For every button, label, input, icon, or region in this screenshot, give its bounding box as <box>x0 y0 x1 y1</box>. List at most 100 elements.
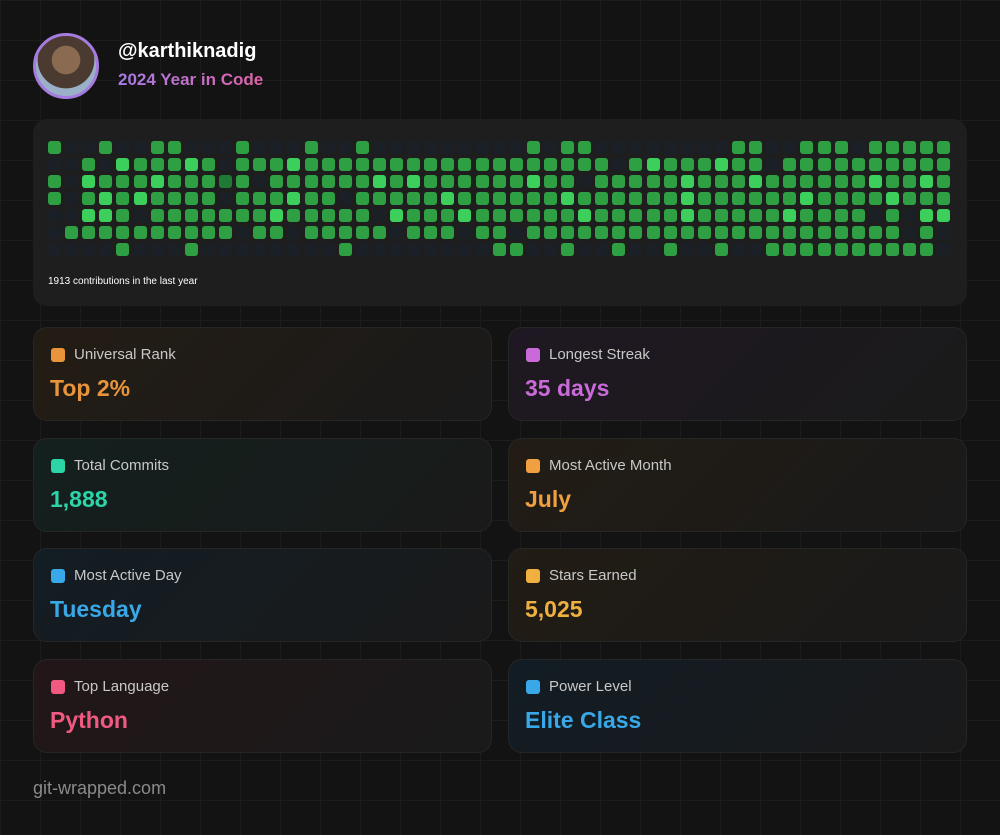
contribution-cell <box>714 243 728 256</box>
contribution-cell <box>817 158 831 171</box>
contribution-cell <box>509 226 523 239</box>
contribution-cell <box>663 226 677 239</box>
stat-card: Universal Rank Top 2% <box>33 327 492 421</box>
contribution-cell <box>800 158 814 171</box>
contribution-cell <box>543 192 557 205</box>
contribution-cell <box>903 192 916 205</box>
contribution-cell <box>424 175 438 188</box>
contribution-cell <box>492 209 506 222</box>
contribution-cell <box>595 243 609 256</box>
contribution-cell <box>680 226 694 239</box>
contribution-cell <box>561 243 574 256</box>
contribution-cell <box>184 243 198 256</box>
stat-value: Python <box>50 707 128 734</box>
contribution-cell <box>407 209 421 222</box>
contribution-cell <box>578 141 592 154</box>
contribution-cell <box>304 192 318 205</box>
contribution-cell <box>201 175 215 188</box>
contribution-cell <box>287 141 301 154</box>
contribution-cell <box>629 192 643 205</box>
contribution-cell <box>287 158 301 171</box>
contribution-cell <box>424 158 438 171</box>
contribution-cell <box>458 226 472 239</box>
contribution-cell <box>697 175 711 188</box>
contribution-cell <box>543 158 557 171</box>
contribution-cell <box>321 243 335 256</box>
contribution-cell <box>458 158 472 171</box>
contribution-cell <box>868 141 882 154</box>
contribution-cell <box>65 175 79 188</box>
contribution-cell <box>321 175 335 188</box>
contribution-cell <box>287 243 301 256</box>
contribution-cell <box>270 192 284 205</box>
contribution-cell <box>287 226 301 239</box>
contribution-cell <box>817 209 831 222</box>
contribution-cell <box>253 226 267 239</box>
footer: git-wrapped.com <box>33 778 167 798</box>
contribution-cell <box>903 158 916 171</box>
contribution-cell <box>629 226 643 239</box>
contribution-cell <box>851 192 865 205</box>
contribution-cell <box>526 192 540 205</box>
contribution-cell <box>868 192 882 205</box>
contribution-cell <box>885 243 899 256</box>
contribution-cell <box>270 158 284 171</box>
contribution-cell <box>578 175 592 188</box>
contribution-cell <box>65 158 79 171</box>
contribution-cell <box>578 192 592 205</box>
contribution-cell <box>270 243 284 256</box>
contribution-cell <box>783 226 797 239</box>
contribution-cell <box>167 243 181 256</box>
contribution-cell <box>697 243 711 256</box>
contribution-cell <box>475 209 489 222</box>
contribution-cell <box>458 141 472 154</box>
contribution-cell <box>133 226 147 239</box>
contribution-cell <box>116 175 130 188</box>
contribution-cell <box>304 243 318 256</box>
contribution-cell <box>270 226 284 239</box>
contribution-cell <box>800 243 814 256</box>
contribution-cell <box>732 243 745 256</box>
contribution-cell <box>697 158 711 171</box>
contribution-cell <box>851 209 865 222</box>
contribution-cell <box>595 226 609 239</box>
contribution-cell <box>663 243 677 256</box>
contribution-cell <box>732 175 745 188</box>
contribution-cell <box>270 175 284 188</box>
contribution-cell <box>372 226 386 239</box>
contribution-cell <box>595 209 609 222</box>
contribution-cell <box>355 226 369 239</box>
contribution-cell <box>543 175 557 188</box>
contribution-cell <box>236 243 250 256</box>
contribution-cell <box>663 141 677 154</box>
contribution-cell <box>407 175 421 188</box>
contribution-cell <box>219 141 232 154</box>
contribution-cell <box>287 192 301 205</box>
contribution-cell <box>629 158 643 171</box>
contribution-cell <box>236 192 250 205</box>
contribution-cell <box>920 175 934 188</box>
contribution-cell <box>868 175 882 188</box>
contribution-cell <box>526 141 540 154</box>
contribution-cell <box>834 158 848 171</box>
contribution-cell <box>885 192 899 205</box>
contribution-cell <box>150 226 164 239</box>
stat-label: Total Commits <box>74 456 170 474</box>
contribution-cell <box>48 192 61 205</box>
contribution-cell <box>150 243 164 256</box>
contribution-cell <box>475 243 489 256</box>
contribution-cell <box>133 141 147 154</box>
contribution-cell <box>304 158 318 171</box>
contribution-cell <box>304 141 318 154</box>
contribution-cell <box>663 209 677 222</box>
stat-icon <box>526 458 540 473</box>
contribution-cell <box>355 175 369 188</box>
contribution-cell <box>441 226 455 239</box>
stat-label: Top Language <box>74 678 170 696</box>
contribution-cell <box>219 209 232 222</box>
contribution-cell <box>372 209 386 222</box>
contribution-cell <box>424 226 438 239</box>
contribution-cell <box>338 192 352 205</box>
contribution-cell <box>714 141 728 154</box>
